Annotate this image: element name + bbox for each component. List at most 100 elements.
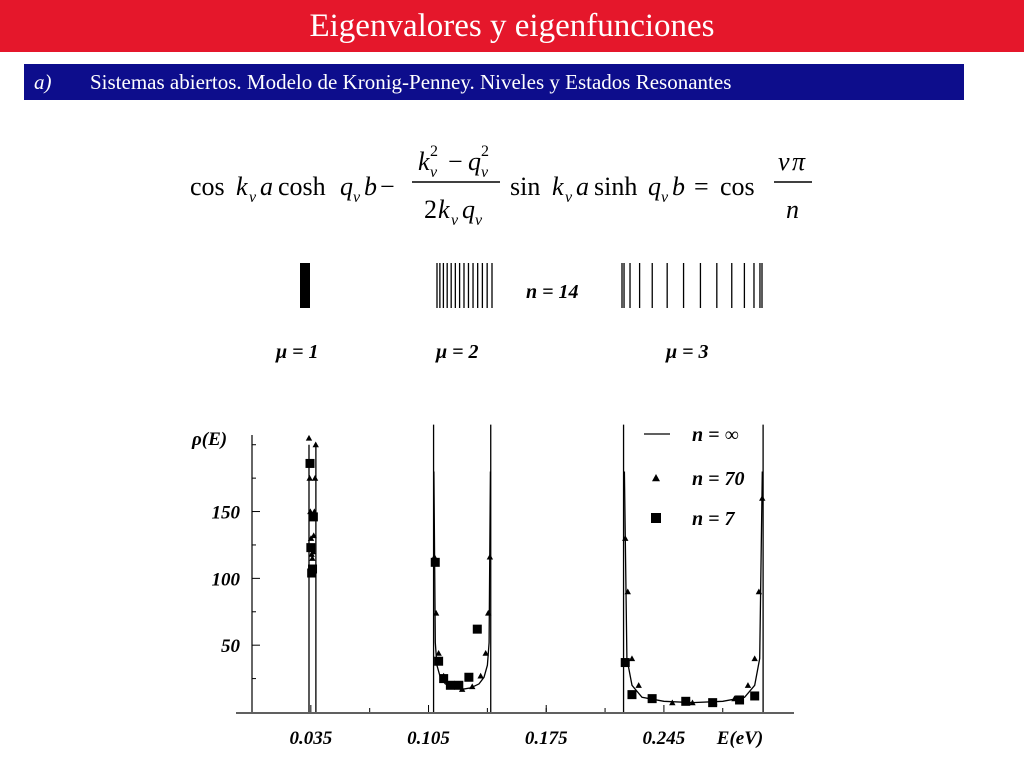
data-point (454, 680, 464, 690)
data-point (482, 650, 489, 656)
series-line (433, 471, 492, 690)
eq-nu7: ν (565, 189, 573, 206)
eq-q2: q (468, 147, 481, 176)
data-point (305, 434, 313, 441)
eq-b1: b (364, 172, 377, 201)
x-axis-label: E(eV) (716, 728, 763, 749)
legend-square-marker (651, 513, 661, 523)
data-point (308, 512, 318, 522)
data-point (311, 474, 319, 481)
x-tick-label: 0.245 (643, 728, 686, 749)
subtitle-bar: a) Sistemas abiertos. Modelo de Kronig-P… (24, 64, 964, 100)
eq-k3: k (438, 195, 450, 224)
eq-cos: cos (190, 172, 225, 201)
series (433, 471, 763, 704)
legend-label: n = 70 (692, 468, 745, 490)
data-point (305, 458, 315, 468)
data-point (759, 494, 766, 501)
y-tick-label: 150 (212, 503, 241, 524)
data-point (306, 543, 316, 553)
eq-minus1: − (380, 172, 395, 201)
eq-k2: k (418, 147, 430, 176)
subtitle: Sistemas abiertos. Modelo de Kronig-Penn… (90, 69, 732, 94)
data-point (751, 655, 758, 662)
data-point (308, 564, 318, 574)
mu-label-3: μ = 3 (665, 341, 709, 363)
title-bar: Eigenvalores y eigenfunciones (0, 0, 1024, 52)
eq-k1: k (236, 172, 248, 201)
data-point (472, 624, 482, 634)
data-point (486, 553, 494, 560)
legend-triangle-marker (652, 474, 660, 482)
series (305, 458, 760, 708)
data-point (469, 683, 476, 690)
legend-label: n = ∞ (692, 424, 739, 446)
data-point (744, 682, 752, 688)
mu-label-2: μ = 2 (435, 341, 479, 363)
level-lines (300, 263, 763, 308)
page-title: Eigenvalores y eigenfunciones (309, 7, 715, 44)
eq-sinh: sinh (594, 172, 637, 201)
n-label: n = 14 (526, 281, 579, 303)
data-point (681, 696, 691, 706)
data-point (439, 674, 449, 684)
eq-a1: a (260, 172, 273, 201)
data-point (635, 682, 642, 688)
data-point (620, 658, 630, 668)
data-point (622, 535, 629, 541)
energy-levels: n = 14 μ = 1 μ = 2 μ = 3 (275, 263, 763, 363)
data-point (306, 474, 313, 481)
x-tick-label: 0.175 (525, 728, 568, 749)
level-band-1 (300, 263, 310, 308)
x-tick-label: 0.035 (289, 728, 332, 749)
data-point (464, 672, 474, 682)
item-label: a) (34, 69, 52, 94)
eq-b2: b (672, 172, 685, 201)
eq-a2: a (576, 172, 589, 201)
eq-nu5: ν (451, 212, 459, 229)
eq-nu8: ν (661, 189, 669, 206)
y-axis-label: ρ(E) (191, 429, 227, 450)
eq-cos2: cos (720, 172, 755, 201)
y-tick-label: 100 (212, 569, 241, 590)
eq-equals: = (694, 172, 709, 201)
data-point (624, 588, 631, 595)
data-point (312, 441, 319, 448)
mu-label-1: μ = 1 (275, 341, 319, 363)
eq-two: 2 (424, 195, 437, 224)
data-point (669, 699, 676, 706)
eq-nu9: ν (778, 147, 790, 176)
data-point (735, 695, 745, 705)
eq-nu2: ν (353, 189, 361, 206)
eq-nu3: ν (430, 164, 438, 181)
kronig-penney-equation: cos k ν a cosh q ν b − k 2 ν − q 2 ν 2 k… (190, 143, 812, 229)
data-point (434, 656, 444, 666)
data-point (485, 609, 492, 616)
data-point (750, 691, 760, 701)
data-point (708, 698, 718, 708)
eq-minus2: − (448, 147, 463, 176)
data-point (432, 609, 440, 616)
eq-sin: sin (510, 172, 540, 201)
data-point (627, 690, 637, 700)
eq-sq2: 2 (481, 143, 489, 160)
data-point (430, 557, 440, 567)
eq-pi: π (792, 147, 806, 176)
y-tick-label: 50 (221, 636, 241, 657)
legend-label: n = 7 (692, 508, 736, 530)
eq-nu1: ν (249, 189, 257, 206)
eq-cosh: cosh (278, 172, 326, 201)
chart-legend: n = ∞ n = 70 n = 7 (644, 424, 745, 530)
data-point (445, 680, 455, 690)
data-point (628, 655, 636, 662)
series-line (623, 471, 763, 704)
data-point (647, 694, 657, 704)
eq-q3: q (462, 195, 475, 224)
chart-series (305, 434, 766, 708)
data-point (755, 588, 763, 595)
data-point (309, 555, 316, 561)
data-point (477, 672, 484, 679)
data-point (435, 650, 442, 656)
eq-nu4: ν (481, 164, 489, 181)
